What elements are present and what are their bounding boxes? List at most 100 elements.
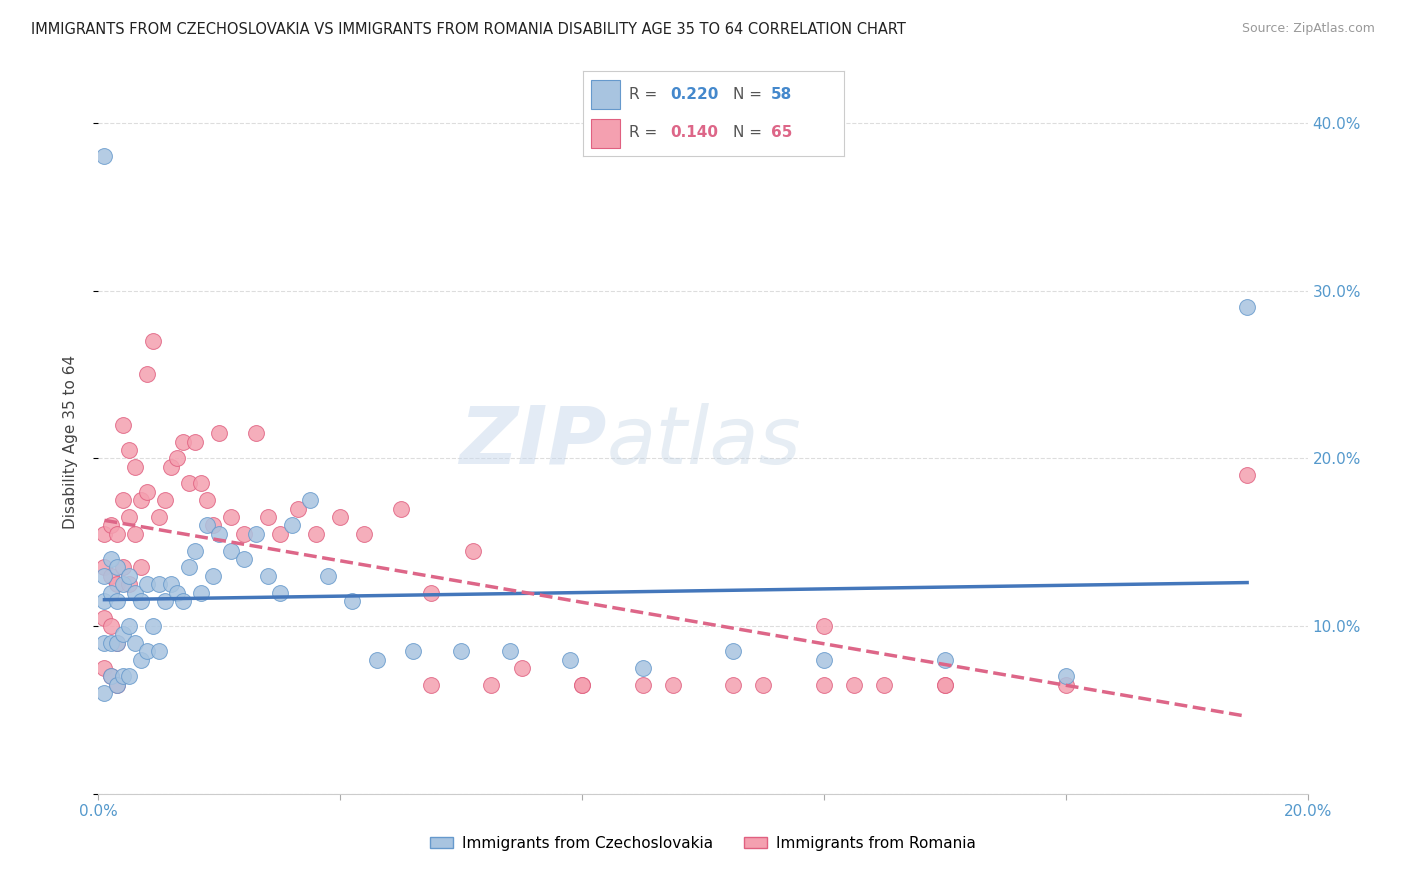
Point [100, 552, 122, 566]
Point [124, 585, 146, 599]
Point [232, 526, 254, 541]
Point [135, 644, 157, 658]
Point [118, 669, 141, 683]
Text: 0.140: 0.140 [671, 125, 718, 140]
Point [105, 678, 128, 692]
Point [752, 678, 775, 692]
Point [420, 585, 443, 599]
Point [100, 669, 122, 683]
Bar [592, 119, 620, 147]
Point [124, 526, 146, 541]
Point [631, 678, 654, 692]
Point [105, 560, 128, 574]
Point [1236, 301, 1258, 315]
Point [571, 678, 593, 692]
Point [135, 484, 157, 499]
Point [135, 368, 157, 382]
Text: IMMIGRANTS FROM CZECHOSLOVAKIA VS IMMIGRANTS FROM ROMANIA DISABILITY AGE 35 TO 6: IMMIGRANTS FROM CZECHOSLOVAKIA VS IMMIGR… [31, 22, 905, 37]
Point [111, 493, 134, 508]
Point [631, 661, 654, 675]
Point [184, 543, 207, 558]
Text: R =: R = [628, 125, 662, 140]
Point [195, 493, 218, 508]
Point [105, 678, 128, 692]
Point [1236, 468, 1258, 483]
Point [179, 560, 201, 574]
Point [481, 678, 503, 692]
Point [813, 653, 835, 667]
Point [420, 678, 443, 692]
Point [93, 686, 115, 700]
Point [287, 501, 309, 516]
Point [256, 568, 278, 582]
Point [558, 653, 581, 667]
Text: N =: N = [733, 125, 766, 140]
Text: 58: 58 [770, 87, 792, 102]
Point [153, 493, 176, 508]
Point [195, 518, 218, 533]
Point [498, 644, 520, 658]
Point [100, 636, 122, 650]
Point [934, 678, 956, 692]
Point [166, 451, 188, 466]
Point [190, 476, 212, 491]
Point [571, 678, 593, 692]
Point [135, 577, 157, 591]
Point [166, 585, 188, 599]
Point [105, 577, 128, 591]
Point [111, 627, 134, 641]
Point [111, 560, 134, 574]
Point [179, 476, 201, 491]
Point [934, 653, 956, 667]
Point [118, 577, 141, 591]
Point [245, 526, 267, 541]
Point [93, 636, 115, 650]
Point [129, 560, 152, 574]
Point [221, 510, 243, 524]
Text: N =: N = [733, 87, 766, 102]
Point [873, 678, 896, 692]
Point [160, 577, 183, 591]
Point [353, 526, 375, 541]
Point [148, 577, 170, 591]
Text: 0.220: 0.220 [671, 87, 718, 102]
Point [124, 459, 146, 474]
Bar [592, 80, 620, 109]
Point [124, 636, 146, 650]
Point [1054, 678, 1077, 692]
Point [245, 426, 267, 441]
Point [256, 510, 278, 524]
Legend: Immigrants from Czechoslovakia, Immigrants from Romania: Immigrants from Czechoslovakia, Immigran… [425, 830, 981, 856]
Point [450, 644, 472, 658]
Point [172, 594, 194, 608]
Text: 65: 65 [770, 125, 792, 140]
Point [111, 669, 134, 683]
Point [148, 510, 170, 524]
Point [100, 568, 122, 582]
Point [93, 149, 115, 163]
Point [118, 568, 141, 582]
Text: atlas: atlas [606, 402, 801, 481]
Point [148, 644, 170, 658]
Point [1054, 669, 1077, 683]
Point [93, 526, 115, 541]
Point [105, 594, 128, 608]
Point [100, 619, 122, 633]
Point [269, 526, 291, 541]
Point [813, 678, 835, 692]
Point [389, 501, 412, 516]
Point [111, 577, 134, 591]
Point [105, 636, 128, 650]
Point [93, 568, 115, 582]
Point [118, 510, 141, 524]
Point [316, 568, 339, 582]
Point [129, 594, 152, 608]
Point [232, 552, 254, 566]
Point [93, 611, 115, 625]
Point [100, 518, 122, 533]
Point [299, 493, 322, 508]
Point [118, 442, 141, 457]
Point [100, 585, 122, 599]
Point [934, 678, 956, 692]
Point [129, 653, 152, 667]
